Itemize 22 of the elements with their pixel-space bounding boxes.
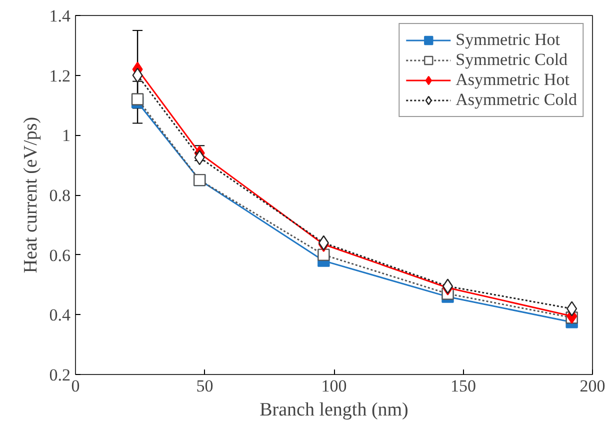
point — [132, 68, 143, 83]
legend-label: Symmetric Cold — [456, 50, 568, 70]
y-tick-label: 1.2 — [49, 66, 70, 86]
point — [566, 301, 578, 316]
y-tick-label: 0.8 — [49, 186, 70, 205]
x-tick-label: 100 — [321, 376, 347, 396]
y-tick-label: 0.6 — [49, 246, 70, 265]
x-tick-label: 150 — [450, 376, 476, 396]
legend-label: Asymmetric Hot — [456, 70, 570, 90]
y-tick-label: 0.4 — [49, 306, 71, 325]
y-tick-label: 1 — [62, 126, 70, 146]
y-tick-label: 0.2 — [49, 366, 70, 384]
y-axis-title: Heat current (eV/ps) — [20, 116, 42, 274]
legend-label: Symmetric Hot — [456, 30, 560, 50]
x-tick-label: 50 — [196, 376, 214, 396]
x-axis-title: Branch length (nm) — [260, 400, 408, 420]
point — [318, 248, 330, 261]
point — [131, 93, 144, 106]
legend-label: Asymmetric Cold — [456, 90, 577, 110]
x-tick-label: 200 — [580, 376, 606, 396]
y-tick-label: 1.4 — [49, 6, 71, 26]
x-tick-label: 0 — [71, 376, 80, 396]
